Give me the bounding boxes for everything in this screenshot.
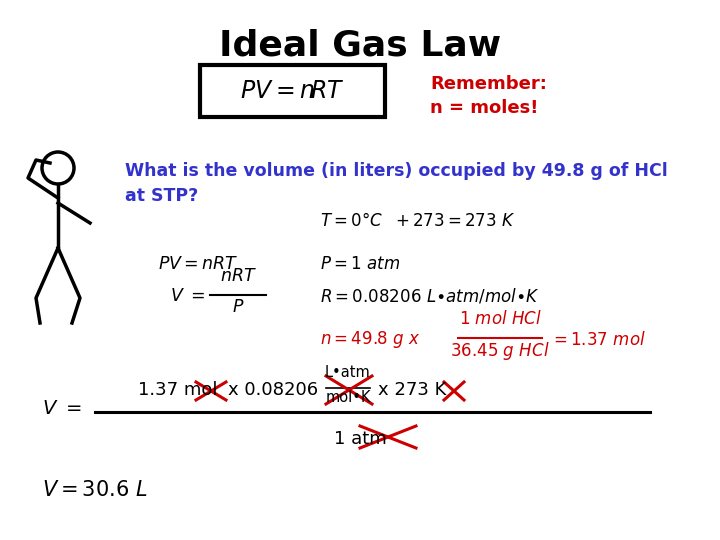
Text: mol•K: mol•K [325, 390, 371, 405]
Text: What is the volume (in liters) occupied by 49.8 g of HCl
at STP?: What is the volume (in liters) occupied … [125, 162, 667, 205]
Text: $PV = nRT$: $PV = nRT$ [158, 255, 238, 273]
Text: 1.37 mol: 1.37 mol [138, 381, 217, 399]
Text: $n = 49.8\ g\ x$: $n = 49.8\ g\ x$ [320, 329, 420, 350]
Text: $V\ =$: $V\ =$ [42, 399, 82, 417]
Text: $V = 30.6\ L$: $V = 30.6\ L$ [42, 480, 148, 500]
Text: Ideal Gas Law: Ideal Gas Law [219, 28, 501, 62]
Text: $36.45\ g\ HCl$: $36.45\ g\ HCl$ [450, 340, 550, 362]
Bar [200, 65, 385, 117]
Text: $P = 1\ atm$: $P = 1\ atm$ [320, 255, 400, 273]
Text: L•atm: L•atm [325, 365, 371, 380]
Text: x 0.08206: x 0.08206 [228, 381, 318, 399]
Text: $P$: $P$ [232, 298, 244, 316]
Text: $T = 0°C\ \ + 273 = 273\ K$: $T = 0°C\ \ + 273 = 273\ K$ [320, 212, 516, 230]
Text: $V\ =$: $V\ =$ [170, 287, 206, 305]
Text: $= 1.37\ mol$: $= 1.37\ mol$ [550, 331, 646, 349]
Text: $R = 0.08206\ L{\bullet}atm/mol{\bullet}K$: $R = 0.08206\ L{\bullet}atm/mol{\bullet}… [320, 287, 540, 306]
Text: 1 atm: 1 atm [333, 430, 387, 448]
Text: $1\ mol\ HCl$: $1\ mol\ HCl$ [459, 310, 541, 328]
Text: x 273 K: x 273 K [378, 381, 446, 399]
Text: Remember:
n = moles!: Remember: n = moles! [430, 75, 547, 117]
Text: $nRT$: $nRT$ [220, 267, 256, 285]
Text: $PV = n\!RT$: $PV = n\!RT$ [240, 79, 345, 103]
